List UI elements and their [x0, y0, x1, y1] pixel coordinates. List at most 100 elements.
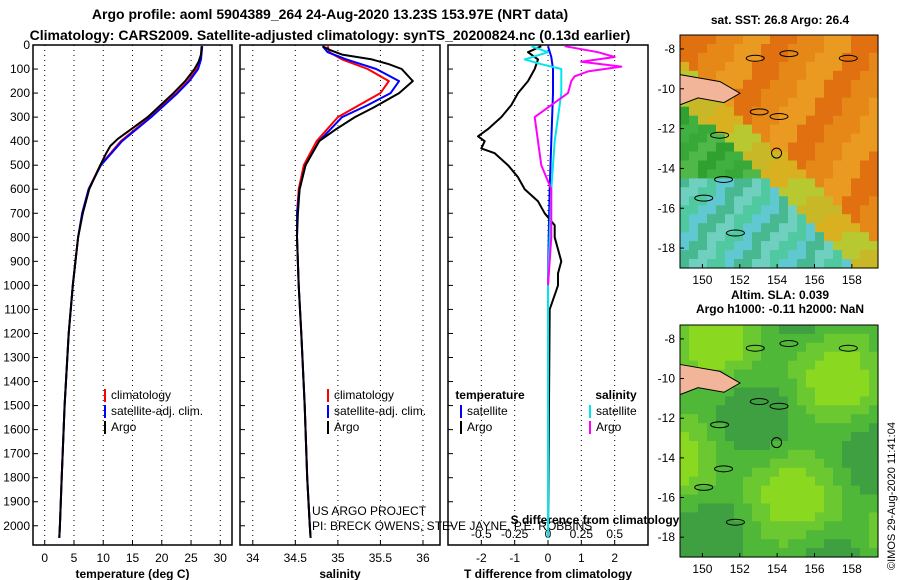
y-tick-label: 900 — [10, 254, 30, 268]
annotation-project: US ARGO PROJECT — [312, 504, 427, 518]
legend-label: climatology — [111, 388, 171, 402]
map-0 — [679, 34, 879, 269]
series-line-satellite-adj-clim- — [58, 46, 204, 538]
y-tick-label: 1700 — [3, 447, 30, 461]
island-outline — [749, 108, 769, 116]
series-line-argo — [296, 45, 414, 538]
map-x-tick-label: 150 — [692, 562, 712, 576]
map-x-tick-label: 156 — [804, 562, 824, 576]
x-tick-label: 2 — [611, 551, 618, 565]
float-location-marker — [771, 437, 783, 449]
x-tick-label: 5 — [71, 551, 78, 565]
x-tick-label: 10 — [97, 551, 111, 565]
sla-map-title-line2: Argo h1000: -0.11 h2000: NaN — [695, 302, 865, 316]
island-outline — [694, 483, 714, 491]
y-tick-label: 1400 — [3, 375, 30, 389]
island-outline — [779, 340, 799, 348]
map-y-tick-label: -16 — [658, 491, 676, 505]
map-x-tick-label: 152 — [730, 562, 750, 576]
y-tick-label: 700 — [10, 206, 30, 220]
y-tick-label: 1800 — [3, 471, 30, 485]
series-line-salinity-argo — [533, 45, 623, 286]
x-tick-label: 34.5 — [284, 551, 308, 565]
series-line-climatology — [296, 45, 390, 538]
legend-label: satellite-adj. clim. — [334, 404, 426, 418]
x-tick-label: 0 — [41, 551, 48, 565]
map-x-tick-label: 152 — [730, 273, 750, 287]
map-y-tick-label: -12 — [658, 411, 676, 425]
y-tick-label: 1000 — [3, 278, 30, 292]
series-line-climatology — [58, 46, 204, 538]
plot-frame-salinity-profile — [239, 44, 441, 546]
map-x-tick-label: 154 — [767, 273, 787, 287]
chart-title-line1: Argo profile: aoml 5904389_264 24-Aug-20… — [91, 6, 569, 22]
x-tick-label: 35 — [331, 551, 345, 565]
sla-map-title-line1: Altim. SLA: 0.039 — [730, 288, 830, 302]
island-outline — [769, 402, 789, 410]
map-y-tick-label: -8 — [664, 42, 675, 56]
island-outline — [694, 194, 714, 202]
legend-label: Argo — [467, 420, 493, 434]
island-outline — [710, 421, 730, 429]
legend-label: satellite — [467, 404, 508, 418]
y-tick-label: 2000 — [3, 519, 30, 533]
x-axis-label-temperature-profile: temperature (deg C) — [75, 567, 189, 580]
x-tick-label: 30 — [214, 551, 228, 565]
map-y-tick-label: -18 — [658, 530, 676, 544]
map-y-tick-label: -14 — [658, 161, 676, 175]
y-tick-label: 1500 — [3, 399, 30, 413]
map-frame — [679, 34, 879, 269]
map-y-tick-label: -16 — [658, 201, 676, 215]
island-outline — [779, 50, 799, 58]
x-tick-label: 25 — [184, 551, 198, 565]
island-outline — [838, 54, 858, 62]
series-line-salinity-satellite — [523, 45, 563, 538]
island-outline — [725, 518, 745, 526]
series-line-argo — [58, 46, 203, 538]
top-tick-label: -0.25 — [501, 527, 529, 541]
y-tick-label: 600 — [10, 182, 30, 196]
x-tick-label: 36 — [416, 551, 430, 565]
map-y-tick-label: -10 — [658, 82, 676, 96]
island-outline — [710, 131, 730, 139]
map-x-tick-label: 158 — [842, 273, 862, 287]
map-frame — [679, 324, 879, 558]
x-tick-label: 20 — [155, 551, 169, 565]
sst-map-title: sat. SST: 26.8 Argo: 26.4 — [710, 13, 850, 27]
float-location-marker — [771, 147, 783, 159]
legend-label: salinity — [595, 388, 637, 402]
y-tick-label: 800 — [10, 230, 30, 244]
y-tick-label: 500 — [10, 158, 30, 172]
legend-label: Argo — [596, 420, 622, 434]
legend-label: satellite-adj. clim. — [111, 404, 203, 418]
island-outline — [725, 229, 745, 237]
map-y-tick-label: -8 — [664, 332, 675, 346]
y-tick-label: 1900 — [3, 495, 30, 509]
legend-label: climatology — [334, 388, 394, 402]
y-tick-label: 0 — [23, 38, 30, 52]
x-tick-label: 0 — [545, 551, 552, 565]
island-outline — [749, 398, 769, 406]
y-tick-label: 1200 — [3, 326, 30, 340]
island-outline — [745, 344, 765, 352]
x-tick-label: -2 — [476, 551, 487, 565]
x-tick-label: 15 — [126, 551, 140, 565]
x-tick-label: 34 — [246, 551, 260, 565]
island-outline — [745, 54, 765, 62]
map-y-tick-label: -14 — [658, 451, 676, 465]
map-1 — [679, 324, 879, 558]
legend-label: Argo — [334, 420, 360, 434]
map-x-tick-label: 156 — [804, 273, 824, 287]
island-outline — [769, 113, 789, 121]
y-tick-label: 200 — [10, 86, 30, 100]
map-y-tick-label: -18 — [658, 241, 676, 255]
chart-title-line2: Climatology: CARS2009. Satellite-adjuste… — [29, 27, 631, 43]
map-x-tick-label: 158 — [842, 562, 862, 576]
x-tick-label: 1 — [578, 551, 585, 565]
x-axis-label-salinity-profile: salinity — [319, 567, 361, 580]
top-tick-label: 0.25 — [570, 527, 594, 541]
series-line-temperature-argo — [477, 45, 563, 538]
map-x-tick-label: 150 — [692, 273, 712, 287]
island-outline — [838, 344, 858, 352]
